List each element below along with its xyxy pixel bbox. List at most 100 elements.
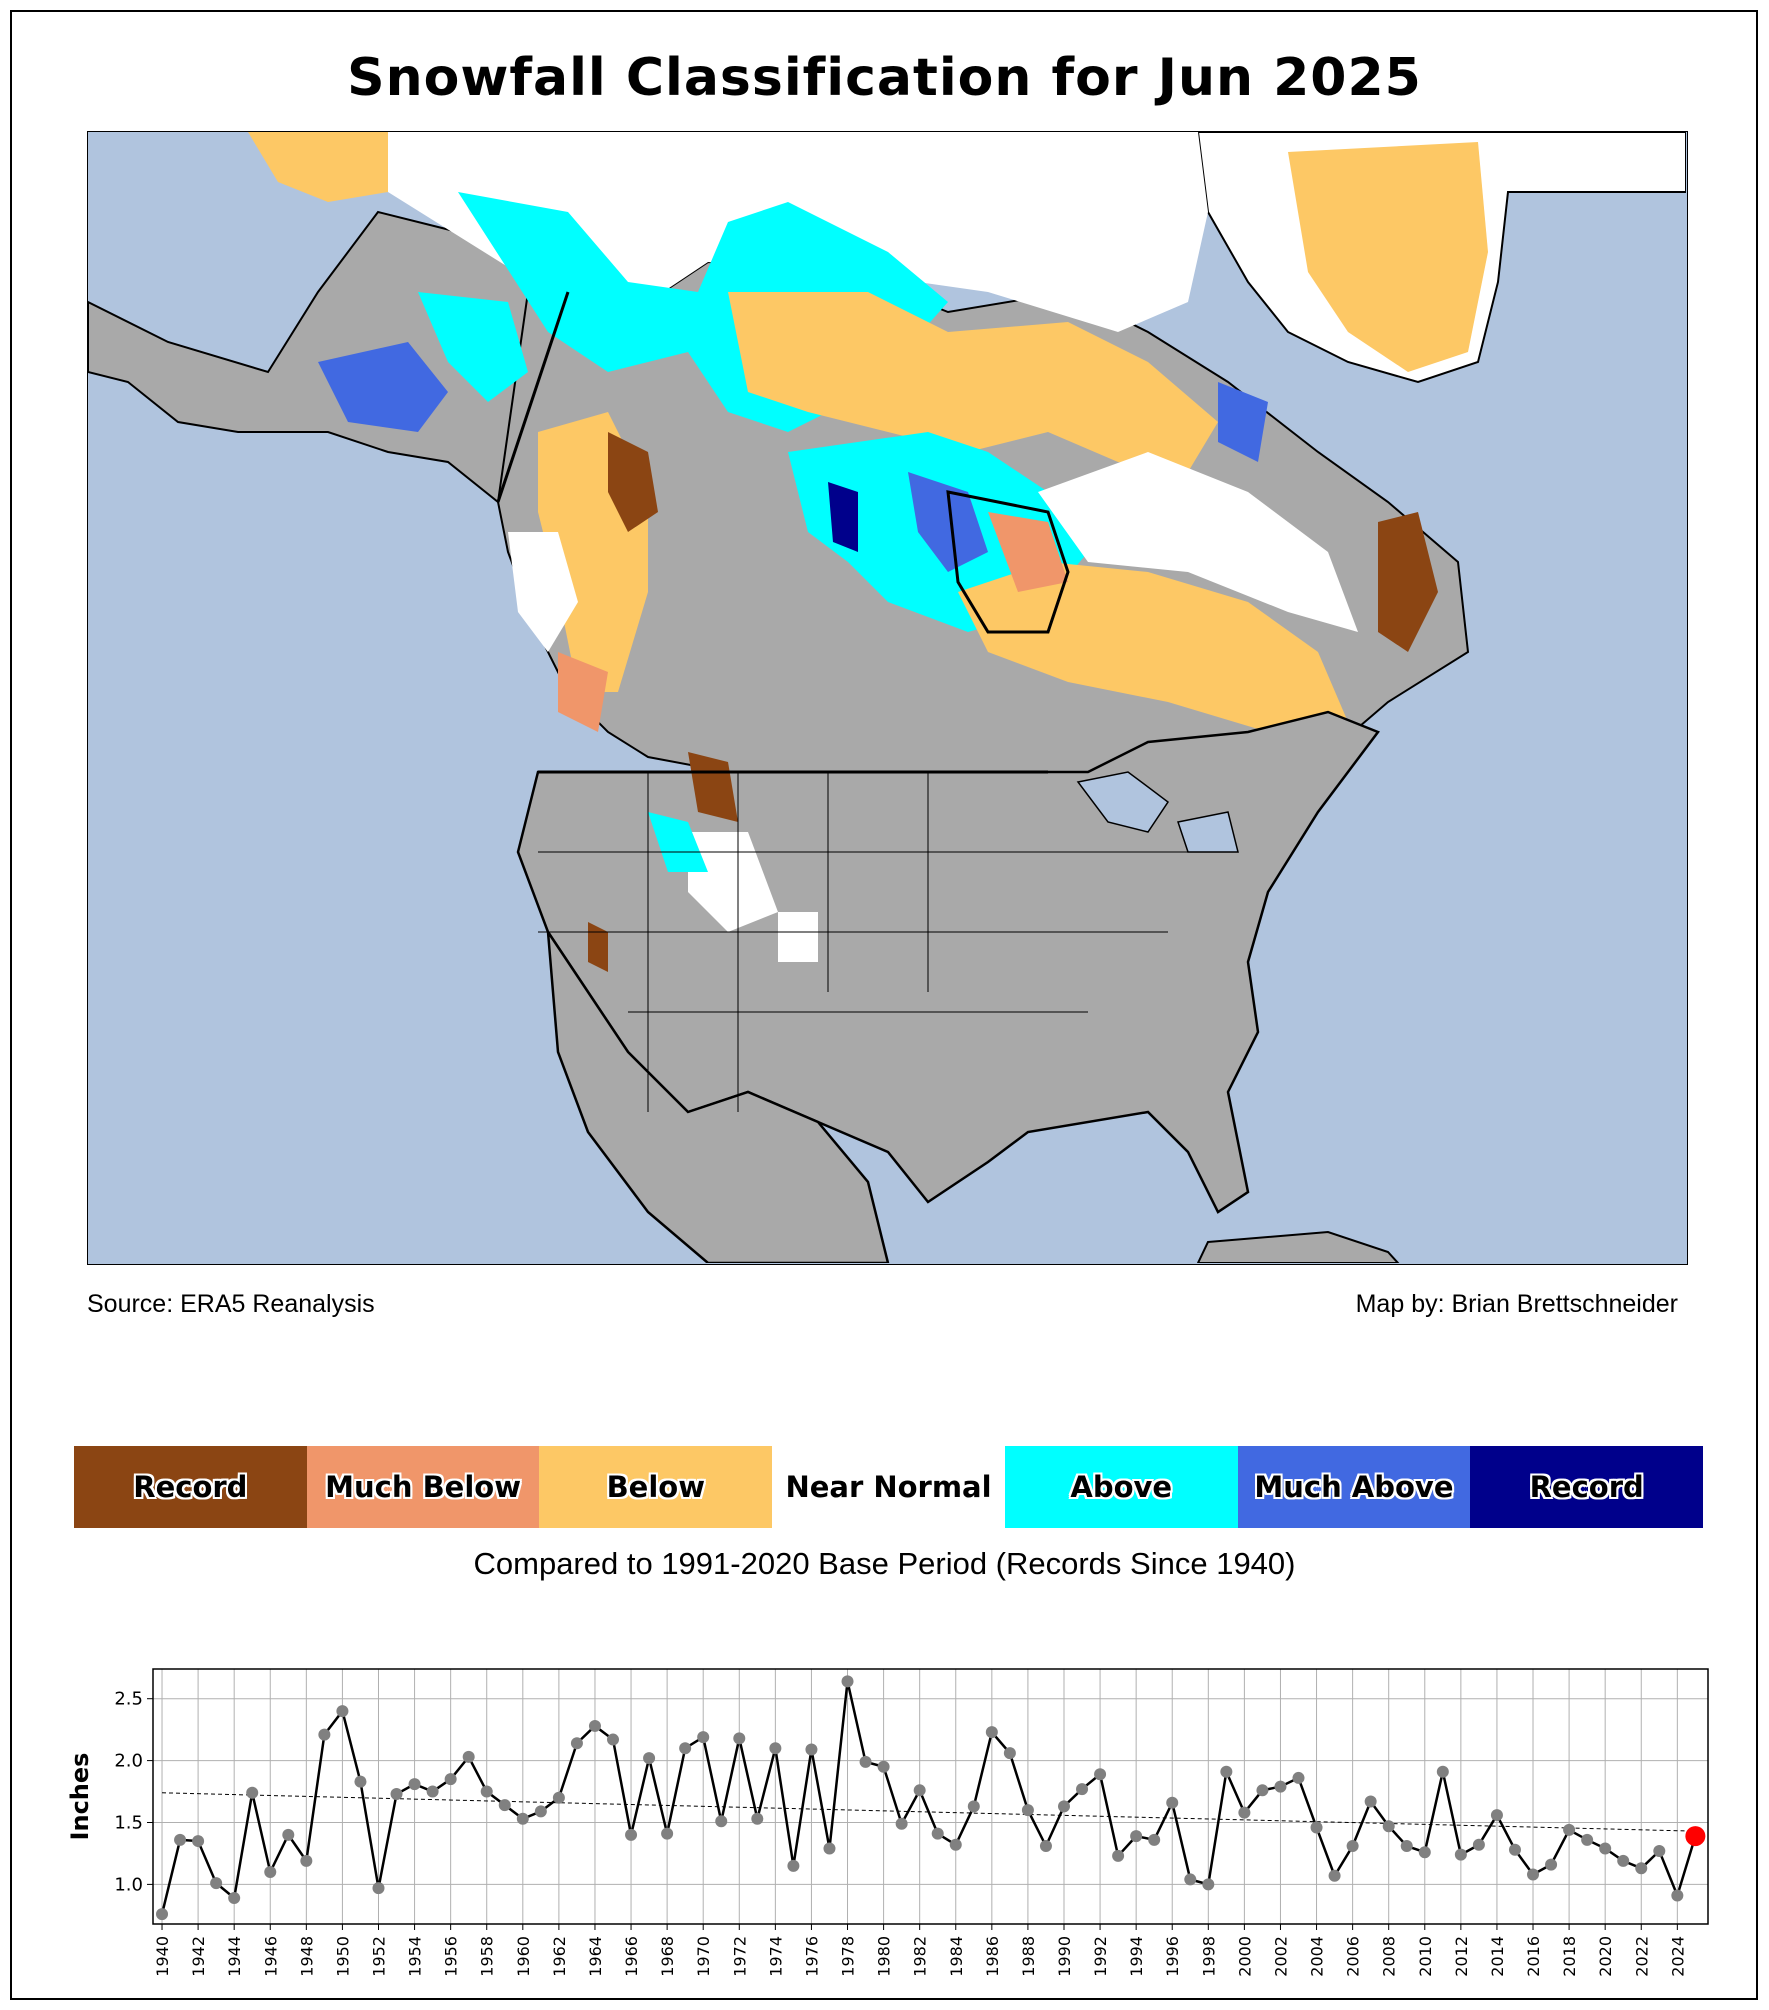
data-point xyxy=(1094,1768,1107,1781)
x-tick-label: 2006 xyxy=(1344,1936,1363,1977)
data-point xyxy=(1508,1843,1521,1856)
x-tick-label: 1960 xyxy=(514,1936,533,1977)
hudson-bay xyxy=(946,490,1070,634)
data-point xyxy=(1382,1820,1395,1833)
data-point xyxy=(552,1791,565,1804)
data-point xyxy=(697,1731,710,1744)
data-point xyxy=(318,1728,331,1741)
great-lakes xyxy=(1076,771,1239,853)
x-tick-label: 1956 xyxy=(442,1936,461,1977)
data-point xyxy=(390,1788,403,1801)
y-axis-label: Inches xyxy=(66,1753,94,1841)
data-point xyxy=(1418,1846,1431,1859)
legend-item-near-normal-3: Near Normal xyxy=(772,1446,1005,1528)
data-point xyxy=(661,1827,674,1840)
data-point xyxy=(823,1842,836,1855)
data-point xyxy=(192,1835,205,1848)
x-tick-label: 2018 xyxy=(1560,1936,1579,1977)
data-point xyxy=(1635,1862,1648,1875)
data-point xyxy=(1400,1840,1413,1853)
rockies-record-low xyxy=(608,432,658,532)
plot-area xyxy=(152,1668,1709,1925)
data-point xyxy=(715,1815,728,1828)
data-point xyxy=(895,1817,908,1830)
baffin-much-above xyxy=(1218,382,1268,462)
quebec-below xyxy=(958,562,1348,732)
legend-item-below-2: Below xyxy=(539,1446,773,1528)
highlight-point-2025 xyxy=(1685,1826,1706,1847)
data-point xyxy=(1472,1838,1485,1851)
x-tick-label: 1952 xyxy=(369,1936,388,1977)
x-tick-label: 2010 xyxy=(1416,1936,1435,1977)
x-tick-label: 1984 xyxy=(947,1936,966,1977)
x-tick-label: 1940 xyxy=(153,1936,172,1977)
map-author-credit: Map by: Brian Brettschneider xyxy=(1355,1290,1678,1318)
x-tick-label: 2012 xyxy=(1452,1936,1471,1977)
x-tick-label: 1944 xyxy=(225,1936,244,1977)
x-tick-label: 1970 xyxy=(694,1936,713,1977)
y-tick-label: 2.5 xyxy=(114,1689,143,1710)
data-point xyxy=(1112,1849,1125,1862)
data-point xyxy=(967,1800,980,1813)
legend-item-record-0: Record xyxy=(74,1446,307,1528)
data-point xyxy=(174,1833,187,1846)
x-tick-label: 2022 xyxy=(1632,1936,1651,1977)
data-point xyxy=(1003,1747,1016,1760)
data-point xyxy=(1454,1848,1467,1861)
data-point xyxy=(1346,1840,1359,1853)
x-tick-label: 1962 xyxy=(550,1936,569,1977)
data-point xyxy=(1057,1800,1070,1813)
x-tick-label: 2014 xyxy=(1488,1936,1507,1977)
data-point xyxy=(1310,1821,1323,1834)
data-point xyxy=(1076,1783,1089,1796)
data-point xyxy=(534,1805,547,1818)
page-title: Snowfall Classification for Jun 2025 xyxy=(347,48,1422,108)
x-tick-label: 1954 xyxy=(406,1936,425,1977)
data-point xyxy=(913,1784,926,1797)
x-tick-label: 1982 xyxy=(911,1936,930,1977)
x-tick-label: 2024 xyxy=(1668,1936,1687,1977)
data-point xyxy=(1021,1804,1034,1817)
x-tick-label: 2004 xyxy=(1308,1936,1327,1977)
legend-item-record-6: Record xyxy=(1470,1446,1704,1528)
alaska-much-above xyxy=(318,342,448,432)
data-point xyxy=(1256,1784,1269,1797)
mexico-landmass xyxy=(546,931,890,1263)
data-point xyxy=(1653,1844,1666,1857)
data-point xyxy=(498,1799,511,1812)
data-point xyxy=(877,1760,890,1773)
x-tick-label: 2002 xyxy=(1271,1936,1290,1977)
bc-white xyxy=(508,532,578,652)
data-point xyxy=(787,1859,800,1872)
data-point xyxy=(1292,1771,1305,1784)
cuba xyxy=(1196,1230,1400,1263)
data-point xyxy=(1617,1854,1630,1867)
data-point xyxy=(516,1812,529,1825)
data-point xyxy=(588,1719,601,1732)
x-tick-label: 1988 xyxy=(1019,1936,1038,1977)
x-tick-label: 1948 xyxy=(297,1936,316,1977)
sierra-record-low xyxy=(588,922,608,972)
data-point xyxy=(1563,1823,1576,1836)
x-tick-label: 1996 xyxy=(1163,1936,1182,1977)
data-point xyxy=(751,1812,764,1825)
x-tick-label: 2020 xyxy=(1596,1936,1615,1977)
data-point xyxy=(679,1742,692,1755)
quebec-white xyxy=(1038,452,1358,632)
data-point xyxy=(1328,1869,1341,1882)
data-point xyxy=(354,1775,367,1788)
legend-item-much-above-5: Much Above xyxy=(1237,1446,1471,1528)
data-point xyxy=(246,1786,259,1799)
data-point xyxy=(1220,1765,1233,1778)
legend-item-above-4: Above xyxy=(1004,1446,1238,1528)
data-point xyxy=(570,1737,583,1750)
data-point xyxy=(264,1866,277,1879)
data-point xyxy=(1364,1795,1377,1808)
data-point xyxy=(805,1743,818,1756)
alaska-below xyxy=(248,132,388,202)
snowfall-timeseries-chart: 1.0 1.5 2.0 2.5 1940 1942 1944 1946 1948 1950 1952… xyxy=(66,1668,1709,1977)
data-point xyxy=(733,1732,746,1745)
data-point xyxy=(985,1726,998,1739)
colorado-white xyxy=(778,912,818,962)
labrador-record-low xyxy=(1378,512,1438,652)
